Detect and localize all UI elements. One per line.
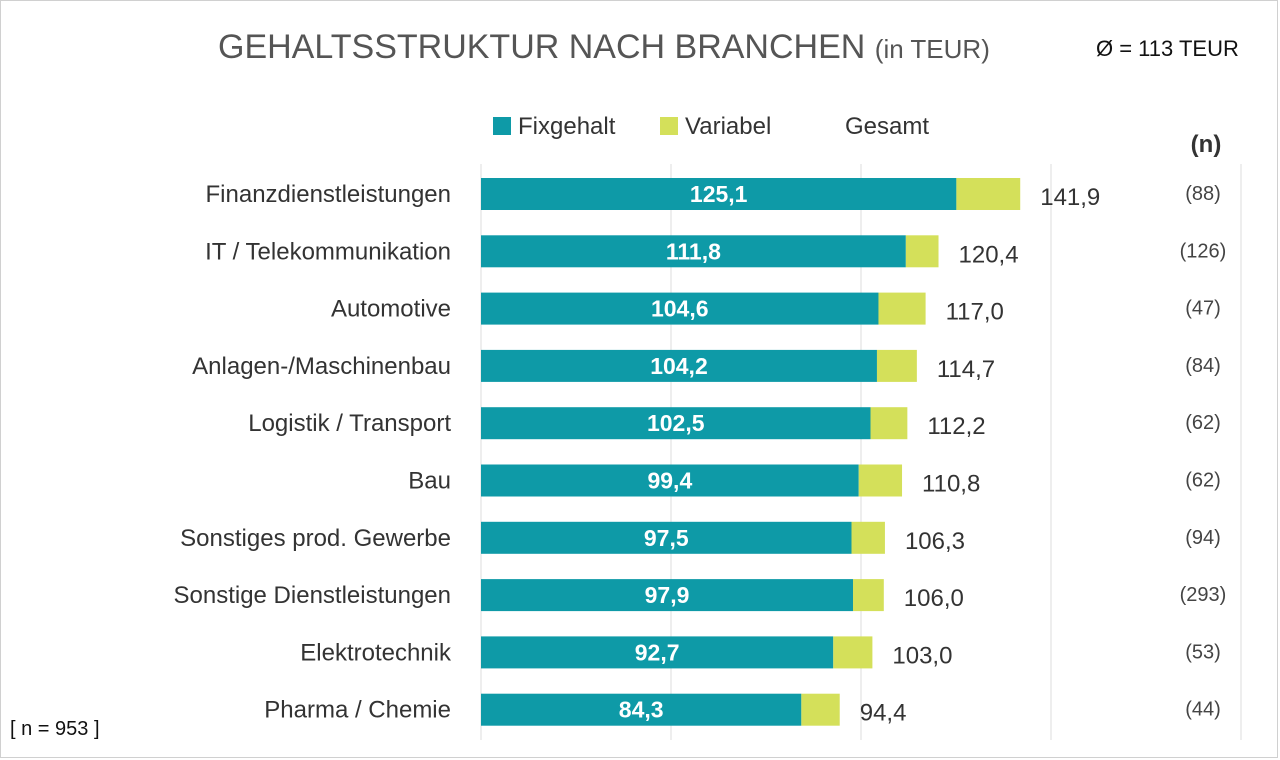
data-label-gesamt: 112,2 xyxy=(927,413,985,440)
data-label-gesamt: 114,7 xyxy=(937,356,995,383)
bar-variabel xyxy=(851,521,885,554)
category-label: Pharma / Chemie xyxy=(264,697,451,724)
data-label-fixgehalt: 97,9 xyxy=(645,582,690,608)
bar-fixgehalt xyxy=(481,178,957,210)
category-label: Finanzdienstleistungen xyxy=(206,181,452,208)
category-label: Sonstige Dienstleistungen xyxy=(173,582,451,609)
data-label-fixgehalt: 84,3 xyxy=(619,697,664,723)
n-value: (62) xyxy=(1185,470,1221,492)
legend-swatch-variabel xyxy=(660,117,678,135)
category-label: Sonstiges prod. Gewerbe xyxy=(180,525,451,552)
legend-label-gesamt: Gesamt xyxy=(845,113,929,140)
n-value: (84) xyxy=(1185,355,1221,377)
bar-variabel xyxy=(833,636,873,669)
data-label-gesamt: 103,0 xyxy=(892,642,952,669)
data-label-gesamt: 141,9 xyxy=(1040,184,1100,211)
bar-fixgehalt xyxy=(481,349,877,382)
n-value: (53) xyxy=(1185,641,1221,663)
n-value: (126) xyxy=(1180,240,1227,262)
bar-variabel xyxy=(876,349,917,382)
bar-variabel xyxy=(905,235,939,268)
bar-fixgehalt xyxy=(481,464,859,497)
data-label-fixgehalt: 99,4 xyxy=(647,468,692,494)
sample-size-label: [ n = 953 ] xyxy=(10,718,100,740)
n-value: (62) xyxy=(1185,412,1221,434)
bar-variabel xyxy=(858,464,903,497)
category-label: Automotive xyxy=(331,296,451,323)
n-value: (94) xyxy=(1185,527,1221,549)
bar-fixgehalt xyxy=(481,693,802,726)
bar-fixgehalt xyxy=(481,521,852,554)
bar-variabel xyxy=(878,292,926,325)
bar-fixgehalt xyxy=(481,636,834,669)
data-label-gesamt: 110,8 xyxy=(922,471,980,498)
data-label-fixgehalt: 111,8 xyxy=(666,238,721,264)
bar-fixgehalt xyxy=(481,292,879,325)
category-label: Logistik / Transport xyxy=(248,410,451,437)
data-label-gesamt: 117,0 xyxy=(946,299,1004,326)
n-value: (47) xyxy=(1185,298,1221,320)
chart-title-main: GEHALTSSTRUKTUR NACH BRANCHEN xyxy=(218,28,866,66)
bar-variabel xyxy=(956,178,1021,210)
n-value: (44) xyxy=(1185,699,1221,721)
bar-fixgehalt xyxy=(481,579,854,612)
data-label-fixgehalt: 104,6 xyxy=(651,296,709,322)
data-label-fixgehalt: 92,7 xyxy=(635,639,680,665)
bar-variabel xyxy=(870,407,908,440)
data-label-fixgehalt: 104,2 xyxy=(650,353,708,379)
chart-title-unit: (in TEUR) xyxy=(874,34,990,64)
data-label-fixgehalt: 102,5 xyxy=(647,410,705,436)
data-label-gesamt: 120,4 xyxy=(959,241,1019,268)
bar-fixgehalt xyxy=(481,235,906,268)
category-label: Bau xyxy=(408,468,451,495)
category-label: Anlagen-/Maschinenbau xyxy=(192,353,451,380)
n-column-header: (n) xyxy=(1191,131,1222,158)
data-label-gesamt: 106,3 xyxy=(905,528,965,555)
bar-fixgehalt xyxy=(481,407,871,440)
n-value: (293) xyxy=(1180,584,1227,606)
data-label-fixgehalt: 97,5 xyxy=(644,525,689,551)
legend-swatch-fixgehalt xyxy=(493,117,511,135)
data-label-gesamt: 106,0 xyxy=(904,585,964,612)
category-label: Elektrotechnik xyxy=(300,639,452,666)
n-value: (88) xyxy=(1185,183,1221,205)
average-label: Ø = 113 TEUR xyxy=(1096,36,1239,61)
chart-title: GEHALTSSTRUKTUR NACH BRANCHEN (in TEUR) xyxy=(218,28,990,67)
legend-label-variabel: Variabel xyxy=(685,113,771,140)
category-label: IT / Telekommunikation xyxy=(205,238,451,265)
bar-variabel xyxy=(853,579,884,612)
bar-variabel xyxy=(801,693,840,726)
legend-label-fixgehalt: Fixgehalt xyxy=(518,113,616,140)
data-label-fixgehalt: 125,1 xyxy=(690,181,748,207)
data-label-gesamt: 94,4 xyxy=(860,700,907,727)
